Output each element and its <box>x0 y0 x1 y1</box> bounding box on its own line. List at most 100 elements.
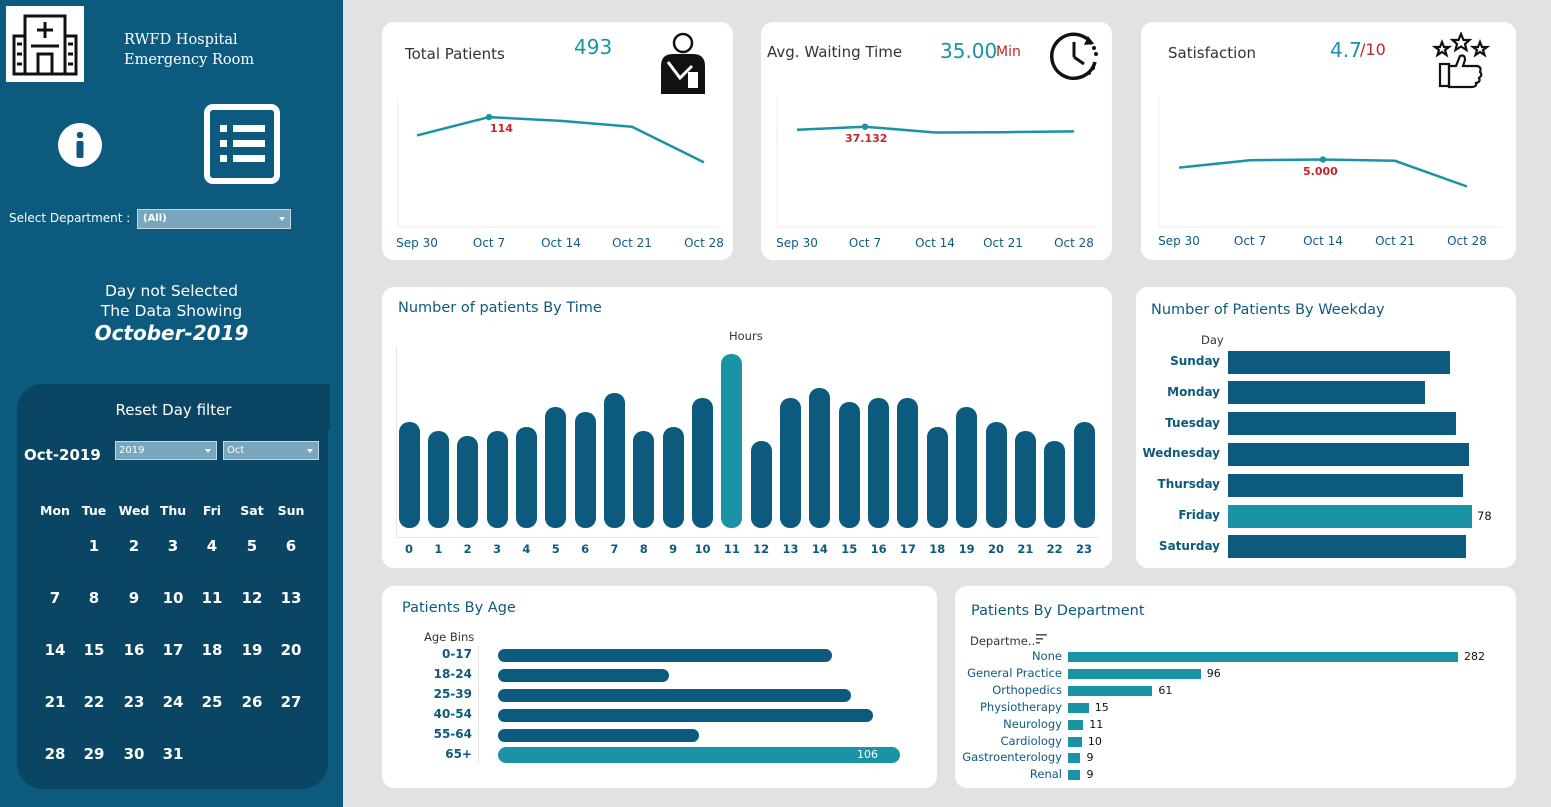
calendar-day[interactable]: 14 <box>44 641 66 659</box>
hour-bar[interactable] <box>780 397 802 528</box>
y-tick-label: Saturday <box>1158 538 1220 553</box>
calendar-day[interactable]: 9 <box>128 589 140 607</box>
hour-bar[interactable] <box>515 426 537 528</box>
age-bar[interactable] <box>498 648 832 662</box>
calendar-day[interactable]: 27 <box>280 693 302 711</box>
y-tick-label: Tuesday <box>1165 415 1220 430</box>
hour-bar[interactable] <box>1044 441 1066 528</box>
age-bar[interactable] <box>498 688 851 702</box>
calendar-day[interactable]: 12 <box>241 589 263 607</box>
calendar-day[interactable]: 23 <box>123 693 145 711</box>
hour-bar[interactable] <box>574 412 596 528</box>
age-bar[interactable] <box>498 728 699 742</box>
sort-icon[interactable] <box>1036 634 1048 644</box>
hour-bar[interactable] <box>1073 421 1095 528</box>
calendar-day[interactable]: 13 <box>280 589 302 607</box>
age-bar[interactable] <box>498 668 669 682</box>
calendar-day[interactable]: 26 <box>241 693 263 711</box>
calendar-day[interactable]: 8 <box>88 589 100 607</box>
weekday-bar[interactable] <box>1228 442 1469 466</box>
department-bar[interactable] <box>1068 652 1458 662</box>
calendar-day[interactable]: 21 <box>44 693 66 711</box>
hour-bar[interactable] <box>868 397 890 528</box>
card-patients-by-weekday: Number of Patients By Weekday Day Sunday… <box>1136 287 1516 568</box>
hour-bar[interactable] <box>457 436 479 528</box>
calendar-day[interactable]: 29 <box>83 745 105 763</box>
calendar-day[interactable]: 7 <box>49 589 61 607</box>
weekday-bar[interactable] <box>1228 350 1451 374</box>
calendar-day[interactable]: 20 <box>280 641 302 659</box>
calendar-day[interactable]: 28 <box>44 745 66 763</box>
calendar-day[interactable]: 16 <box>123 641 145 659</box>
department-bar[interactable] <box>1068 685 1153 696</box>
weekday-bar[interactable] <box>1228 381 1426 405</box>
hour-bar[interactable] <box>750 441 772 528</box>
calendar-day[interactable]: 24 <box>162 693 184 711</box>
department-bar[interactable] <box>1068 770 1081 781</box>
age-bar[interactable]: 106 <box>498 747 900 763</box>
hour-bar[interactable] <box>1014 431 1036 528</box>
calendar-day[interactable]: 31 <box>162 745 184 763</box>
hour-bar[interactable] <box>486 431 508 528</box>
weekday-bar[interactable] <box>1228 473 1463 497</box>
kpi-line-chart <box>397 97 719 228</box>
year-select[interactable]: 2019 <box>115 441 217 460</box>
hospital-icon <box>12 14 78 76</box>
department-bar[interactable] <box>1068 736 1082 747</box>
hour-bar[interactable] <box>926 426 948 528</box>
hour-bar[interactable] <box>838 402 860 528</box>
x-tick-label: 2 <box>463 542 472 556</box>
calendar-weekday-header: Sat <box>240 503 264 518</box>
calendar-day[interactable]: 22 <box>83 693 105 711</box>
calendar-day[interactable]: 15 <box>83 641 105 659</box>
calendar-day[interactable]: 19 <box>241 641 263 659</box>
department-bar[interactable] <box>1068 668 1201 679</box>
kpi-value: 4.7 <box>1330 38 1362 62</box>
hour-bar[interactable] <box>398 421 420 528</box>
calendar-day[interactable]: 1 <box>88 537 100 555</box>
department-bar[interactable] <box>1068 702 1089 713</box>
kpi-card-satisfaction: Satisfaction 4.7 /10 5.000 Sep 30 Oct 7 Oct… <box>1141 22 1516 260</box>
hour-bar[interactable] <box>545 407 567 528</box>
calendar-day[interactable]: 5 <box>246 537 258 555</box>
list-menu-icon[interactable] <box>203 103 281 185</box>
calendar-day[interactable]: 25 <box>201 693 223 711</box>
y-tick-label: Monday <box>1167 384 1220 399</box>
calendar-day[interactable]: 17 <box>162 641 184 659</box>
month-select[interactable]: Oct <box>223 441 319 460</box>
hour-bar[interactable] <box>985 421 1007 528</box>
month-select-value: Oct <box>227 445 245 456</box>
x-tick-label: 11 <box>723 542 740 556</box>
hour-bar[interactable] <box>427 431 449 528</box>
calendar-day[interactable]: 3 <box>167 537 179 555</box>
hour-bar[interactable] <box>809 387 831 528</box>
hour-bar[interactable] <box>633 431 655 528</box>
calendar-day[interactable]: 4 <box>206 537 218 555</box>
calendar-day[interactable]: 18 <box>201 641 223 659</box>
calendar-day[interactable]: 2 <box>128 537 140 555</box>
calendar-day[interactable]: 30 <box>123 745 145 763</box>
calendar-day[interactable]: 10 <box>162 589 184 607</box>
info-icon[interactable] <box>58 123 102 167</box>
select-department-label: Select Department : <box>9 211 131 225</box>
department-select[interactable]: (All) <box>137 209 291 229</box>
hour-bar[interactable] <box>603 392 625 528</box>
age-bar[interactable] <box>498 708 874 722</box>
weekday-bar[interactable] <box>1228 535 1466 559</box>
weekday-bar[interactable] <box>1228 504 1472 528</box>
x-tick-label: Oct 7 <box>848 236 882 250</box>
weekday-bar[interactable] <box>1228 412 1457 436</box>
hour-bar[interactable] <box>956 407 978 528</box>
hour-bar[interactable] <box>692 397 713 528</box>
hour-bar[interactable] <box>662 426 684 528</box>
department-bar[interactable] <box>1068 753 1081 764</box>
calendar-day[interactable]: 11 <box>201 589 223 607</box>
y-tick-label: Gastroenterology <box>962 750 1062 765</box>
y-axis-title: Departme.. <box>970 634 1036 648</box>
department-bar[interactable] <box>1068 719 1084 730</box>
calendar-day[interactable]: 6 <box>285 537 297 555</box>
hour-bar[interactable] <box>897 397 919 528</box>
hour-bar[interactable] <box>721 354 743 528</box>
reset-day-filter-button[interactable]: Reset Day filter <box>17 384 330 430</box>
x-tick-label: 10 <box>694 542 711 556</box>
